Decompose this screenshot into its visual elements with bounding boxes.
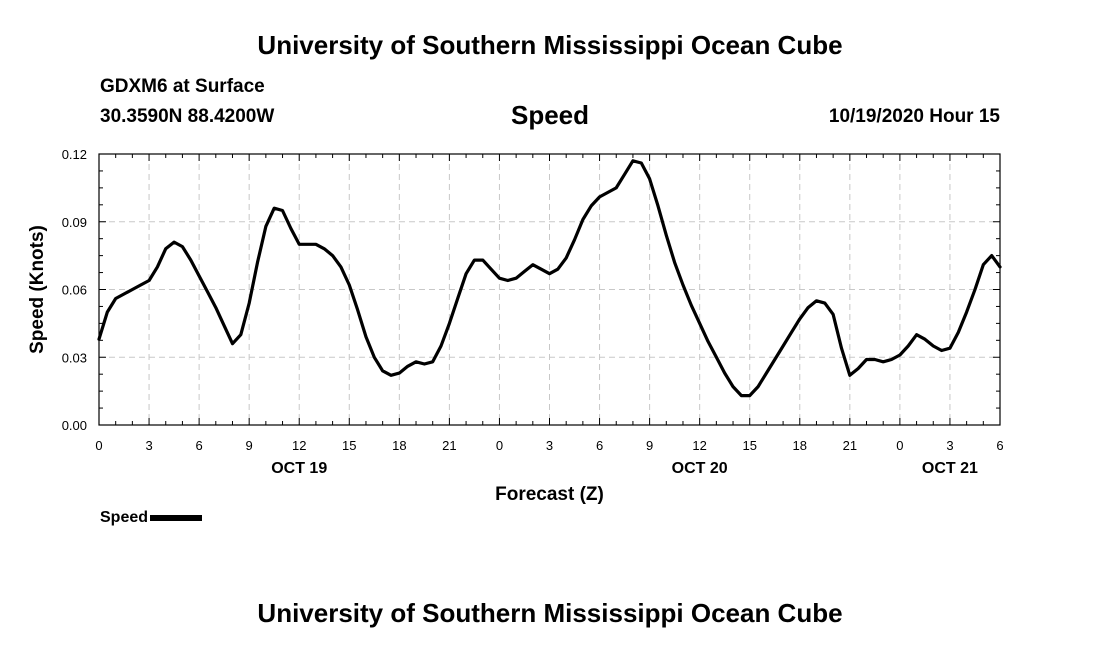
footer-title: University of Southern Mississippi Ocean… (257, 598, 843, 628)
x-tick-label: 9 (646, 438, 653, 453)
legend: Speed (100, 509, 203, 527)
x-tick-label: 9 (246, 438, 253, 453)
x-tick-label: 15 (342, 438, 356, 453)
x-tick-label: 21 (442, 438, 456, 453)
series-layer (97, 159, 1002, 398)
x-tick-label: 12 (292, 438, 306, 453)
page-title: University of Southern Mississippi Ocean… (257, 30, 843, 60)
x-tick-label: 21 (843, 438, 857, 453)
series-line-speed (97, 159, 1002, 398)
axis-labels: 0.00 0.03 0.06 0.09 0.12 0 3 6 9 12 15 18 21 0 3 6 9 12 15… (27, 147, 1004, 505)
y-tick-label: 0.09 (62, 215, 87, 230)
x-tick-label: 18 (392, 438, 406, 453)
date-label: OCT 19 (271, 460, 327, 477)
y-axis-title: Speed (Knots) (27, 225, 48, 354)
date-label: OCT 21 (922, 460, 978, 477)
coordinates-label: 30.3590N 88.4200W (100, 106, 275, 127)
grid (99, 154, 1000, 425)
x-tick-label: 0 (896, 438, 903, 453)
x-tick-label: 6 (996, 438, 1003, 453)
x-tick-label: 15 (742, 438, 756, 453)
x-tick-label: 3 (145, 438, 152, 453)
date-label: OCT 20 (672, 460, 728, 477)
y-tick-label: 0.03 (62, 350, 87, 365)
axis-ticks (98, 153, 1001, 426)
legend-swatch (150, 514, 203, 521)
x-tick-label: 3 (946, 438, 953, 453)
x-tick-label: 18 (793, 438, 807, 453)
datetime-label: 10/19/2020 Hour 15 (828, 106, 1000, 127)
x-tick-label: 3 (546, 438, 553, 453)
x-tick-label: 12 (692, 438, 706, 453)
station-label: GDXM6 at Surface (100, 76, 265, 97)
y-tick-label: 0.06 (62, 283, 87, 298)
x-tick-label: 6 (596, 438, 603, 453)
legend-label: Speed (100, 509, 149, 526)
y-tick-label: 0.12 (62, 147, 87, 162)
x-tick-label: 0 (496, 438, 503, 453)
x-tick-label: 6 (195, 438, 202, 453)
x-tick-label: 0 (95, 438, 102, 453)
chart-title: Speed (510, 100, 590, 130)
x-axis-title: Forecast (Z) (495, 484, 604, 505)
y-tick-label: 0.00 (62, 418, 87, 433)
plot-frame (98, 153, 1001, 426)
